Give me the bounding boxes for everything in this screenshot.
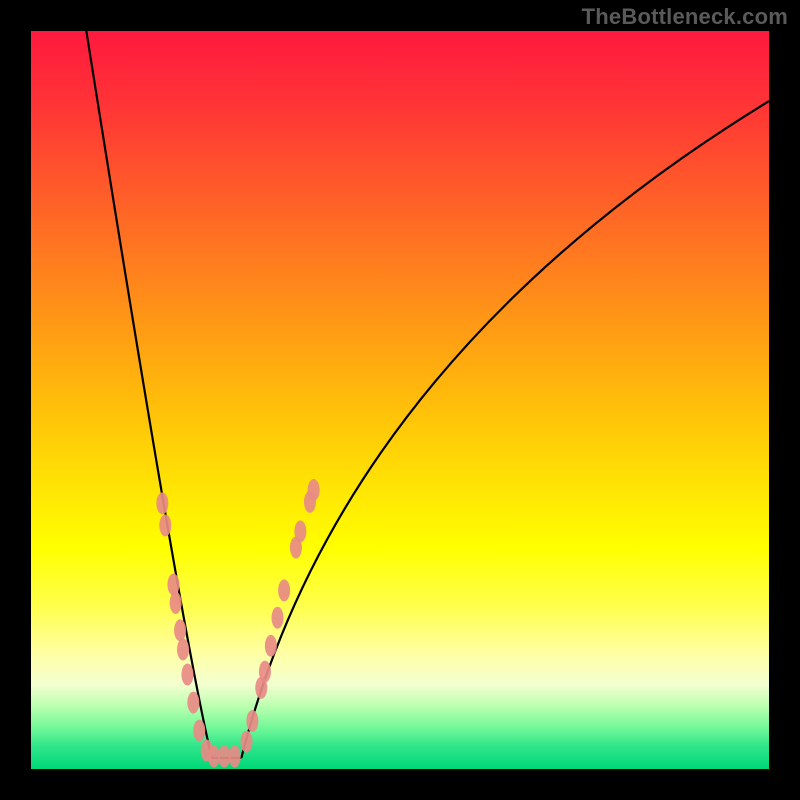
data-marker bbox=[193, 720, 205, 742]
data-marker bbox=[177, 638, 189, 660]
data-marker bbox=[174, 619, 186, 641]
data-marker bbox=[294, 520, 306, 542]
gradient-rect bbox=[31, 31, 769, 769]
data-marker bbox=[181, 664, 193, 686]
data-marker bbox=[218, 745, 230, 767]
plot-area bbox=[31, 31, 769, 769]
data-marker bbox=[308, 479, 320, 501]
data-marker bbox=[170, 592, 182, 614]
plot-svg bbox=[31, 31, 769, 769]
data-marker bbox=[278, 579, 290, 601]
data-marker bbox=[187, 692, 199, 714]
watermark-text: TheBottleneck.com bbox=[582, 4, 788, 30]
data-marker bbox=[229, 745, 241, 767]
data-marker bbox=[156, 492, 168, 514]
data-marker bbox=[259, 661, 271, 683]
chart-container: TheBottleneck.com bbox=[0, 0, 800, 800]
data-marker bbox=[240, 731, 252, 753]
data-marker bbox=[265, 635, 277, 657]
data-marker bbox=[208, 745, 220, 767]
data-marker bbox=[159, 514, 171, 536]
data-marker bbox=[271, 607, 283, 629]
data-marker bbox=[167, 574, 179, 596]
data-marker bbox=[246, 710, 258, 732]
